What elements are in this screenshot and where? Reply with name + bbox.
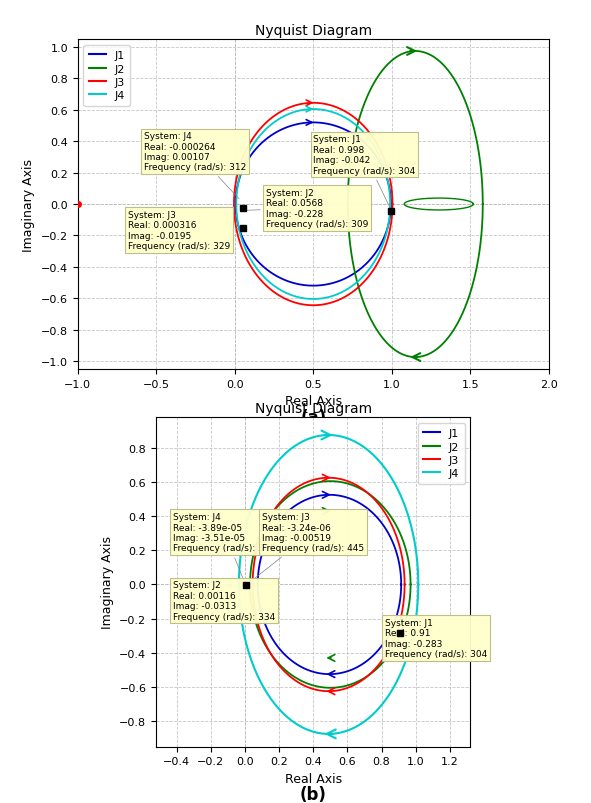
X-axis label: Real Axis: Real Axis bbox=[285, 772, 342, 785]
Title: Nyquist Diagram: Nyquist Diagram bbox=[255, 401, 372, 415]
Legend: J1, J2, J3, J4: J1, J2, J3, J4 bbox=[83, 46, 131, 107]
Text: System: J3
Real: 0.000316
Imag: -0.0195
Frequency (rad/s): 329: System: J3 Real: 0.000316 Imag: -0.0195 … bbox=[128, 210, 238, 251]
Text: System: J4
Real: -0.000264
Imag: 0.00107
Frequency (rad/s): 312: System: J4 Real: -0.000264 Imag: 0.00107… bbox=[144, 132, 246, 200]
Y-axis label: Imaginary Axis: Imaginary Axis bbox=[100, 536, 113, 629]
Y-axis label: Imaginary Axis: Imaginary Axis bbox=[22, 158, 35, 251]
Legend: J1, J2, J3, J4: J1, J2, J3, J4 bbox=[418, 423, 465, 484]
Title: Nyquist Diagram: Nyquist Diagram bbox=[255, 23, 372, 38]
Text: System: J1
Real: 0.91
Imag: -0.283
Frequency (rad/s): 304: System: J1 Real: 0.91 Imag: -0.283 Frequ… bbox=[385, 618, 487, 658]
Text: (b): (b) bbox=[300, 785, 327, 803]
Text: System: J1
Real: 0.998
Imag: -0.042
Frequency (rad/s): 304: System: J1 Real: 0.998 Imag: -0.042 Freq… bbox=[313, 135, 415, 209]
Text: (a): (a) bbox=[300, 408, 326, 426]
X-axis label: Real Axis: Real Axis bbox=[285, 394, 342, 408]
Text: System: J3
Real: -3.24e-06
Imag: -0.00519
Frequency (rad/s): 445: System: J3 Real: -3.24e-06 Imag: -0.0051… bbox=[248, 512, 364, 584]
Text: System: J2
Real: 0.00116
Imag: -0.0313
Frequency (rad/s): 334: System: J2 Real: 0.00116 Imag: -0.0313 F… bbox=[173, 581, 275, 621]
Text: System: J4
Real: -3.89e-05
Imag: -3.51e-05
Frequency (rad/s): 308: System: J4 Real: -3.89e-05 Imag: -3.51e-… bbox=[173, 512, 275, 583]
Text: System: J2
Real: 0.0568
Imag: -0.228
Frequency (rad/s): 309: System: J2 Real: 0.0568 Imag: -0.228 Fre… bbox=[247, 189, 369, 229]
